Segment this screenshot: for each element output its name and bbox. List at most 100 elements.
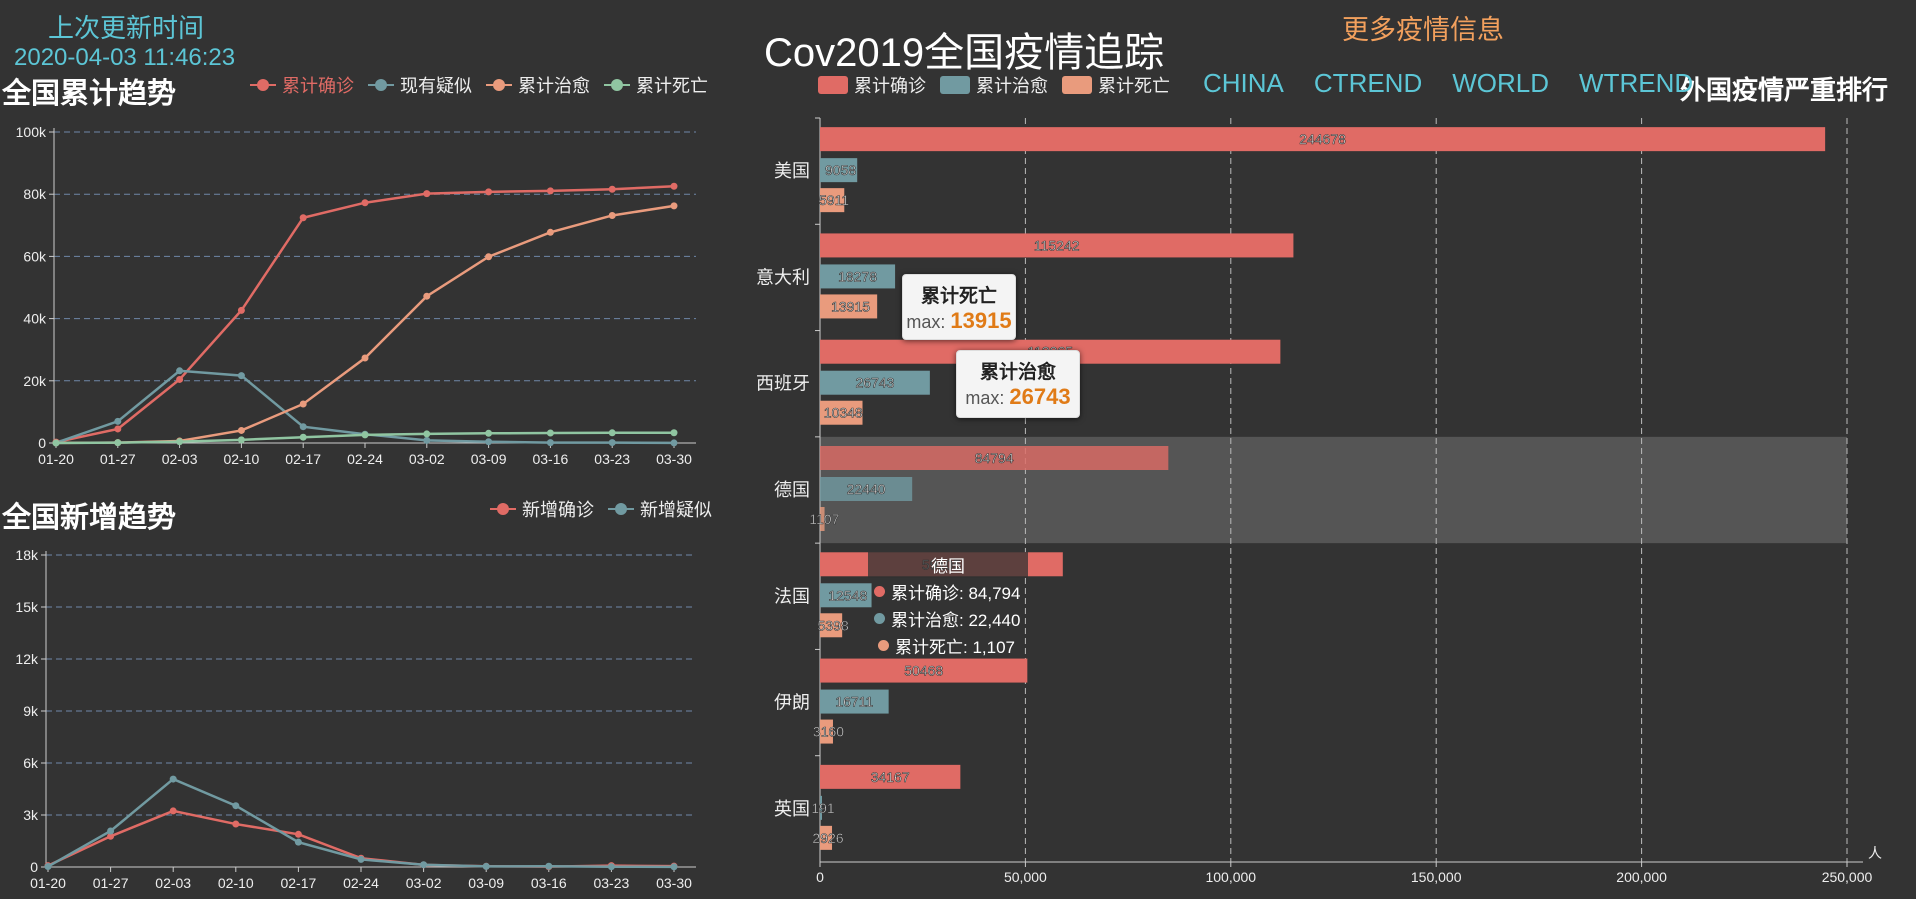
line-marker-icon [490,502,516,516]
nav-link-china[interactable]: CHINA [1203,68,1284,98]
death-bar [820,719,833,744]
legend-label: 累计治愈 [976,76,1048,96]
confirmed-series-point [361,199,369,207]
last-update-label: 上次更新时间 [48,13,205,43]
x-tick-label: 03-09 [468,875,504,891]
tooltip-row-text: 累计死亡: 1,107 [895,638,1015,657]
more-info-link[interactable]: 更多疫情信息 [1342,15,1504,45]
legend-item-death[interactable]: 累计死亡 [1062,72,1170,98]
x-tick-label: 02-03 [162,451,198,467]
y-tick-label: 80k [23,186,47,202]
legend-item-suspect[interactable]: 现有疑似 [368,72,472,98]
suspect-series-point [423,436,431,444]
legend-item-confirmed[interactable]: 累计确诊 [818,72,926,98]
cumulative-legend: 累计确诊 现有疑似 累计治愈 累计死亡 [236,72,708,98]
x-tick-label: 50,000 [1004,869,1047,885]
tooltip-value: 13915 [950,308,1012,333]
foreign-ranking-title: 外国疫情严重排行 [1680,75,1889,105]
confirmed-series-point [299,214,307,222]
new-suspect-series-point [607,863,615,871]
data-label: 191 [811,800,835,816]
y-tick-label: 60k [23,248,47,264]
suspect-series-point [299,423,307,431]
cured-series-line [55,204,675,445]
y-tick-label: 9k [23,703,39,719]
tooltip-row-text: 累计治愈: 22,440 [891,611,1021,630]
death-bar [820,400,863,425]
line-marker-icon [250,78,276,92]
nav-link-wtrend[interactable]: WTREND [1579,68,1694,98]
tooltip-value: 26743 [1009,384,1071,409]
x-tick-label: 03-02 [406,875,442,891]
cured-bar [820,477,913,501]
tooltip-title: 德国 [868,552,1028,578]
cured-bar [820,583,872,608]
suspect-series-point [546,439,554,447]
category-label: 伊朗 [774,693,810,713]
x-tick-label: 03-16 [531,875,567,891]
data-label: 10348 [824,405,863,421]
y-tick-label: 20k [23,373,47,389]
death-max-tooltip: 累计死亡 max: 13915 [902,274,1016,340]
confirmed-series-point [176,375,184,383]
x-tick-label: 03-30 [656,875,692,891]
death-series-point [361,431,369,439]
tooltip-title: 累计死亡 [920,286,997,307]
nav-link-ctrend[interactable]: CTREND [1313,68,1423,98]
data-label: 13915 [831,298,870,314]
new-suspect-series-point [482,862,490,870]
tooltip-row-text: 累计确诊: 84,794 [891,584,1021,603]
death-series-point [176,438,184,446]
legend-label: 累计死亡 [636,76,708,96]
tooltip-value-row: max: 26743 [957,384,1079,410]
x-tick-label: 03-23 [593,875,629,891]
data-label: 26743 [855,375,894,391]
y-tick-label: 100k [16,124,47,140]
death-bar [820,825,833,850]
legend-label: 新增确诊 [522,500,594,520]
confirmed-bar [820,233,1294,258]
category-label: 意大利 [756,267,810,287]
confirmed-bar [820,446,1169,470]
cured-series-point [608,211,616,219]
cured-series-point [361,354,369,362]
last-update-time: 2020-04-03 11:46:23 [14,44,236,71]
data-label: 115242 [1034,237,1080,253]
category-label: 美国 [774,161,810,181]
death-bar [820,294,878,319]
legend-item-new-suspect[interactable]: 新增疑似 [608,496,712,522]
new-confirmed-series-point [232,820,240,828]
y-tick-label: 12k [15,651,39,667]
y-tick-label: 3k [23,807,39,823]
legend-item-new-confirmed[interactable]: 新增确诊 [490,496,594,522]
x-tick-label: 200,000 [1616,869,1667,885]
data-label: 18278 [838,268,877,284]
new-suspect-series-point [294,838,302,846]
death-series-point [608,429,616,437]
new-confirmed-series-point [169,807,177,815]
nav-link-world[interactable]: WORLD [1452,68,1550,98]
hover-tooltip: 德国 累计确诊: 84,794 累计治愈: 22,440 累计死亡: 1,107 [866,552,1046,659]
y-tick-label: 15k [15,599,39,615]
death-bar [820,188,845,213]
legend-label: 累计确诊 [282,76,354,96]
x-tick-label: 02-24 [347,451,383,467]
confirmed-bar [820,764,961,789]
rect-marker-icon [940,76,970,94]
category-label: 西班牙 [756,374,810,394]
death-series-point [299,433,307,441]
tooltip-title: 累计治愈 [979,362,1056,383]
tooltip-label: max: [906,312,951,332]
legend-item-cured[interactable]: 累计治愈 [486,72,590,98]
category-label: 英国 [774,799,810,819]
suspect-series-point [237,372,245,380]
new-suspect-series-point [44,863,52,871]
confirmed-series-point [114,425,122,433]
suspect-series-point [670,439,678,447]
legend-item-confirmed[interactable]: 累计确诊 [250,72,354,98]
legend-item-death[interactable]: 累计死亡 [604,72,708,98]
legend-item-cured[interactable]: 累计治愈 [940,72,1048,98]
legend-label: 累计治愈 [518,76,590,96]
confirmed-series-point [237,306,245,314]
